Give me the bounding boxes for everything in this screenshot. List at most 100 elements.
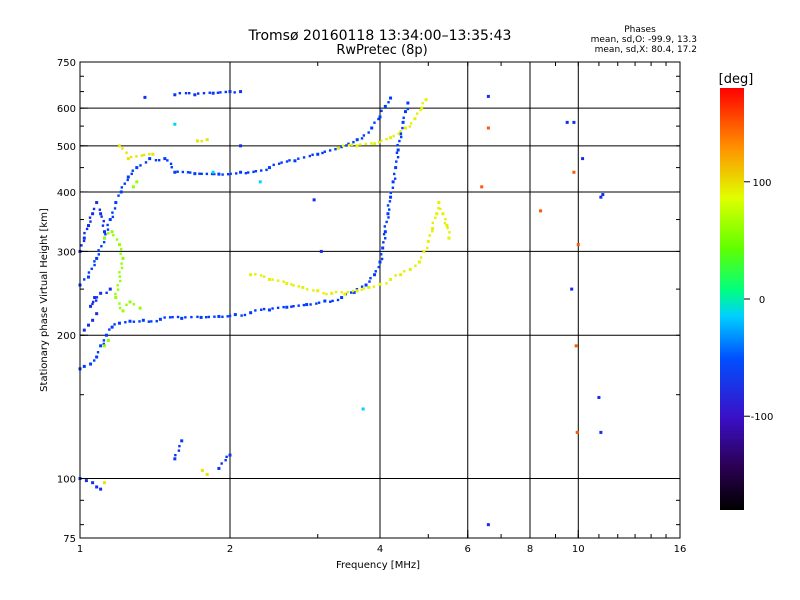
data-point (340, 145, 343, 149)
data-point (91, 302, 94, 306)
data-point (239, 90, 243, 94)
data-point (89, 362, 93, 366)
data-point (226, 172, 230, 176)
data-point (382, 241, 385, 244)
data-point (170, 166, 173, 169)
data-point (336, 146, 340, 150)
data-point (83, 278, 86, 281)
data-point (415, 112, 419, 115)
data-point (316, 152, 320, 156)
data-point (419, 256, 423, 259)
data-point (147, 320, 151, 323)
data-point (381, 246, 385, 250)
data-point (91, 481, 95, 485)
data-point (118, 275, 122, 278)
data-point (224, 90, 227, 94)
data-point (140, 154, 143, 157)
data-point (395, 160, 398, 163)
data-point (95, 312, 99, 316)
data-point (228, 314, 232, 318)
data-point (213, 172, 216, 176)
data-point (316, 289, 320, 293)
data-point (260, 274, 263, 277)
data-point (323, 299, 327, 303)
data-point (282, 305, 285, 309)
data-point (178, 91, 182, 95)
x-tick-label: 8 (527, 544, 533, 555)
data-point (398, 139, 401, 143)
data-point (285, 281, 289, 285)
data-point (262, 307, 266, 311)
data-point (576, 243, 580, 247)
data-point (128, 319, 132, 323)
data-point (417, 260, 421, 264)
data-point (413, 117, 417, 121)
data-point (312, 289, 315, 292)
data-point (225, 455, 228, 459)
data-point (399, 130, 402, 133)
data-point (116, 284, 119, 287)
data-point (121, 256, 125, 260)
data-point (249, 311, 253, 315)
data-point (233, 91, 236, 94)
data-point (570, 287, 574, 291)
data-point (103, 236, 107, 240)
data-point (322, 292, 325, 295)
data-point (383, 104, 387, 108)
data-point (389, 195, 393, 199)
x-tick-label: 16 (674, 544, 687, 555)
data-point (148, 157, 152, 161)
y-tick-label: 750 (57, 58, 76, 69)
data-point (374, 270, 377, 273)
data-point (114, 296, 118, 300)
colorbar-tick-label: 100 (752, 178, 771, 189)
data-point (334, 290, 338, 294)
data-point (406, 101, 410, 105)
data-point (334, 147, 337, 151)
data-point (205, 138, 209, 142)
chart-subtitle: RwPretec (8p) (336, 43, 427, 58)
data-point (262, 275, 266, 278)
data-point (91, 318, 95, 322)
data-point (148, 152, 151, 156)
data-point (290, 305, 293, 308)
data-point (95, 256, 99, 260)
data-point (377, 117, 380, 121)
phases-x-stats: mean, sd,X: 80.4, 17.2 (595, 45, 697, 55)
data-point (100, 245, 103, 248)
data-point (121, 309, 125, 313)
data-point (565, 120, 569, 124)
data-point (85, 227, 89, 231)
data-point (380, 257, 384, 261)
data-point (208, 91, 211, 94)
data-point (572, 120, 576, 124)
data-point (272, 163, 275, 167)
data-point (168, 316, 172, 319)
data-point (362, 134, 366, 137)
data-point (177, 449, 181, 452)
data-point (331, 299, 334, 303)
data-point (385, 220, 388, 224)
data-point (380, 139, 383, 142)
data-point (106, 228, 110, 231)
data-point (151, 152, 155, 156)
y-tick-label: 300 (57, 247, 76, 258)
data-point (364, 142, 368, 146)
data-point (139, 164, 142, 167)
data-point (360, 288, 363, 291)
data-point (367, 131, 370, 134)
x-axis-label: Frequency [MHz] (336, 560, 420, 571)
data-point (228, 453, 232, 457)
data-point (428, 234, 431, 237)
data-point (384, 237, 387, 240)
data-point (190, 315, 193, 319)
data-point (138, 306, 142, 310)
data-point (355, 287, 359, 291)
data-point (158, 317, 162, 321)
data-point (572, 170, 576, 174)
data-point (369, 276, 372, 280)
data-point (87, 271, 91, 274)
phases-o-stats: mean, sd,O: -99.9, 13.3 (591, 35, 697, 45)
data-point (574, 344, 578, 348)
data-point (93, 263, 96, 267)
